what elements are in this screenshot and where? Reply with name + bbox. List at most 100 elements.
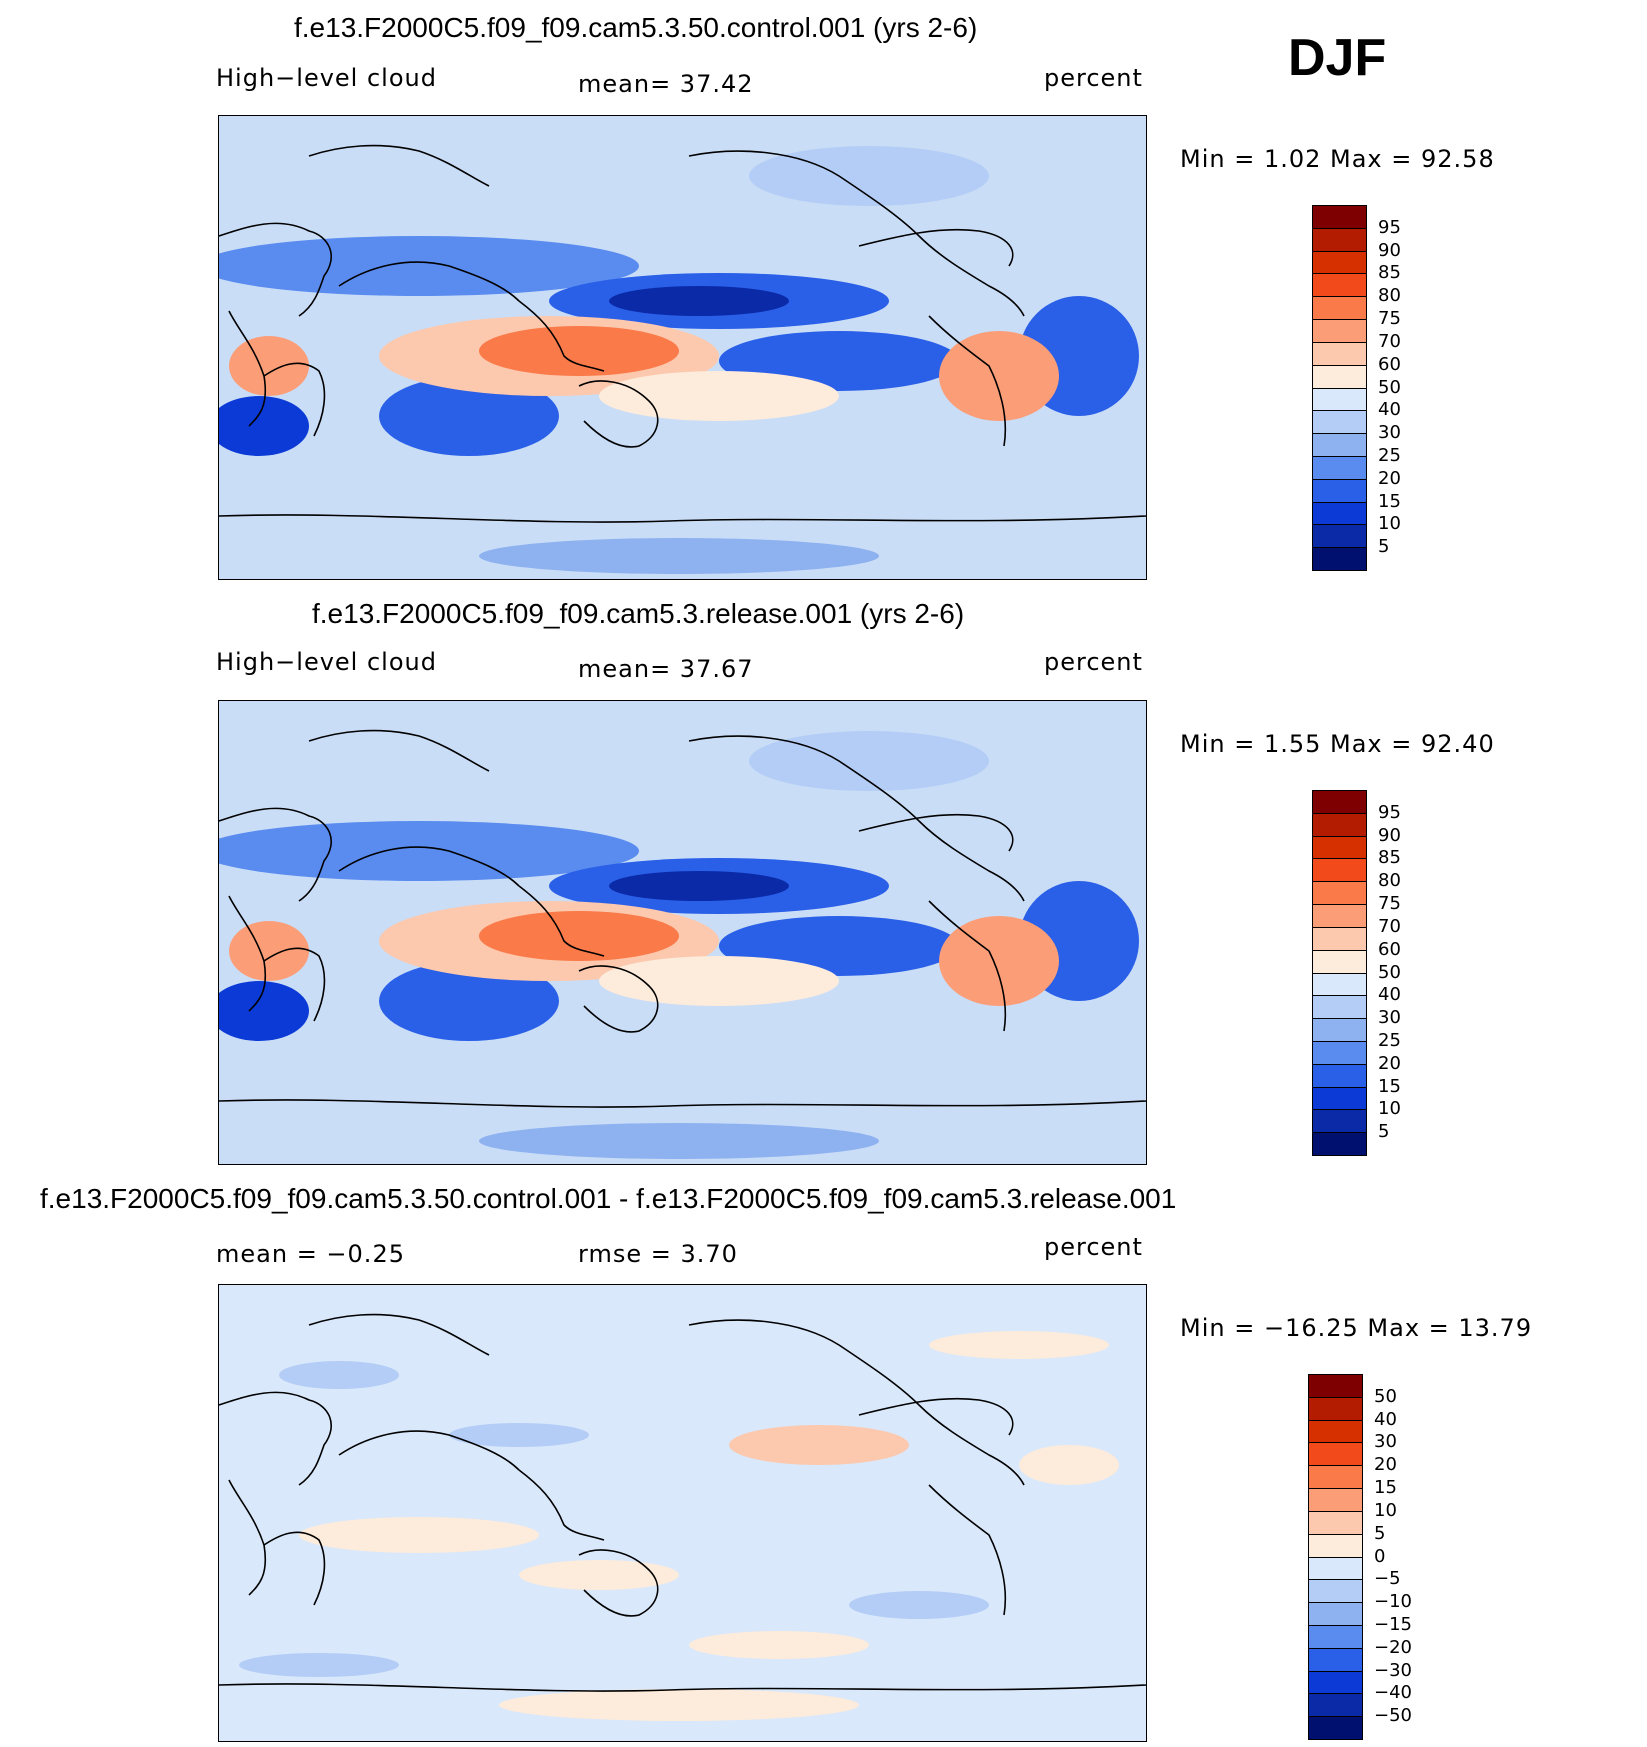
- colorbar-label: −40: [1374, 1682, 1412, 1704]
- colorbar-label: 5: [1374, 1522, 1386, 1544]
- colorbar-swatch: [1308, 1693, 1363, 1718]
- colorbar-label: 30: [1378, 422, 1401, 444]
- colorbar-swatch: [1308, 1647, 1363, 1672]
- panel-1-map: [218, 115, 1147, 580]
- panel-2-minmax: Min = 1.55 Max = 92.40: [1180, 730, 1495, 758]
- colorbar-swatch: [1312, 387, 1367, 412]
- colorbar-label: 5: [1378, 536, 1390, 558]
- colorbar-swatch: [1312, 790, 1367, 814]
- panel-2-title: f.e13.F2000C5.f09_f09.cam5.3.release.001…: [312, 598, 965, 629]
- season-label: DJF: [1288, 29, 1387, 87]
- colorbar-label: −50: [1374, 1705, 1412, 1727]
- panel-1-colorbar: 95 90 85 80 75 70 60 50 40 30 25 20 15 10 5: [1312, 205, 1401, 571]
- colorbar-swatch: [1308, 1396, 1363, 1421]
- colorbar-swatch: [1312, 972, 1367, 997]
- colorbar-swatch: [1312, 1063, 1367, 1088]
- colorbar-label: 25: [1378, 444, 1401, 466]
- colorbar-label: 80: [1378, 870, 1401, 892]
- colorbar-label: 80: [1378, 285, 1401, 307]
- colorbar-label: −5: [1374, 1568, 1401, 1590]
- colorbar-label: 10: [1378, 513, 1401, 535]
- colorbar-swatch: [1308, 1670, 1363, 1695]
- colorbar-label: 95: [1378, 801, 1401, 823]
- colorbar-label: 20: [1374, 1454, 1397, 1476]
- colorbar-swatch: [1312, 296, 1367, 321]
- colorbar-swatch: [1308, 1624, 1363, 1649]
- colorbar-swatch: [1308, 1510, 1363, 1535]
- colorbar-label: 50: [1378, 376, 1401, 398]
- colorbar-label: 15: [1378, 490, 1401, 512]
- colorbar-swatch: [1308, 1533, 1363, 1558]
- colorbar-label: 25: [1378, 1029, 1401, 1051]
- colorbar-swatch: [1308, 1556, 1363, 1581]
- panel-3-title: f.e13.F2000C5.f09_f09.cam5.3.50.control.…: [40, 1183, 1177, 1214]
- colorbar-swatch: [1312, 904, 1367, 928]
- colorbar-label: 15: [1374, 1477, 1397, 1499]
- colorbar-label: 70: [1378, 330, 1401, 352]
- colorbar-label: 85: [1378, 847, 1401, 869]
- colorbar-swatch: [1312, 410, 1367, 435]
- colorbar-swatch: [1308, 1602, 1363, 1626]
- colorbar-swatch: [1312, 250, 1367, 275]
- colorbar-label: 75: [1378, 893, 1401, 915]
- colorbar-swatch: [1312, 433, 1367, 457]
- colorbar-label: 30: [1378, 1007, 1401, 1029]
- colorbar-swatch: [1308, 1419, 1363, 1444]
- panel-1-variable-label: High−level cloud: [216, 64, 437, 92]
- panel-2-map: [218, 700, 1147, 1165]
- panel-2-variable-label: High−level cloud: [216, 648, 437, 676]
- colorbar-label: 10: [1378, 1098, 1401, 1120]
- colorbar-label: 20: [1378, 1052, 1401, 1074]
- colorbar-swatch: [1312, 1132, 1367, 1156]
- panel-2-units-label: percent: [1044, 648, 1143, 676]
- panel-3-rmse-label: rmse = 3.70: [578, 1240, 738, 1268]
- colorbar-swatch: [1312, 547, 1367, 571]
- colorbar-swatch: [1312, 364, 1367, 389]
- colorbar-swatch: [1308, 1442, 1363, 1467]
- colorbar-swatch: [1308, 1716, 1363, 1740]
- colorbar-swatch: [1312, 881, 1367, 906]
- colorbar-label: 60: [1378, 353, 1401, 375]
- panel-3-mean-label: mean = −0.25: [216, 1240, 405, 1268]
- colorbar-label: −30: [1374, 1659, 1412, 1681]
- colorbar-label: −10: [1374, 1591, 1412, 1613]
- panel-1-minmax: Min = 1.02 Max = 92.58: [1180, 145, 1495, 173]
- colorbar-label: 85: [1378, 262, 1401, 284]
- panel-3-minmax: Min = −16.25 Max = 13.79: [1180, 1314, 1533, 1342]
- colorbar-swatch: [1308, 1465, 1363, 1490]
- colorbar-swatch: [1312, 812, 1367, 837]
- panel-2-colorbar: 95 90 85 80 75 70 60 50 40 30 25 20 15 10 5: [1312, 790, 1401, 1156]
- colorbar-swatch: [1312, 858, 1367, 883]
- colorbar-label: 40: [1378, 984, 1401, 1006]
- colorbar-label: 60: [1378, 938, 1401, 960]
- colorbar-swatch: [1312, 1109, 1367, 1134]
- colorbar-label: 10: [1374, 1499, 1397, 1521]
- panel-3-units-label: percent: [1044, 1233, 1143, 1261]
- colorbar-swatch: [1312, 227, 1367, 252]
- colorbar-swatch: [1312, 835, 1367, 860]
- colorbar-swatch: [1312, 501, 1367, 526]
- colorbar-label: 90: [1378, 824, 1401, 846]
- colorbar-swatch: [1312, 926, 1367, 951]
- colorbar-swatch: [1312, 1018, 1367, 1042]
- panel-3-map: [218, 1284, 1147, 1742]
- colorbar-label: 75: [1378, 308, 1401, 330]
- panel-1-units-label: percent: [1044, 64, 1143, 92]
- colorbar-label: 5: [1378, 1121, 1390, 1143]
- colorbar-label: 70: [1378, 915, 1401, 937]
- colorbar-label: −20: [1374, 1636, 1412, 1658]
- colorbar-swatch: [1312, 273, 1367, 298]
- colorbar-swatch: [1312, 455, 1367, 480]
- colorbar-swatch: [1308, 1579, 1363, 1604]
- colorbar-swatch: [1312, 341, 1367, 366]
- panel-1-title: f.e13.F2000C5.f09_f09.cam5.3.50.control.…: [294, 12, 978, 43]
- colorbar-swatch: [1312, 319, 1367, 343]
- panel-2-mean-label: mean= 37.67: [578, 655, 754, 683]
- colorbar-label: 0: [1374, 1545, 1386, 1567]
- colorbar-swatch: [1312, 949, 1367, 974]
- colorbar-swatch: [1308, 1374, 1363, 1398]
- colorbar-label: 40: [1378, 399, 1401, 421]
- colorbar-label: −15: [1374, 1613, 1412, 1635]
- colorbar-swatch: [1312, 478, 1367, 503]
- colorbar-label: 30: [1374, 1431, 1397, 1453]
